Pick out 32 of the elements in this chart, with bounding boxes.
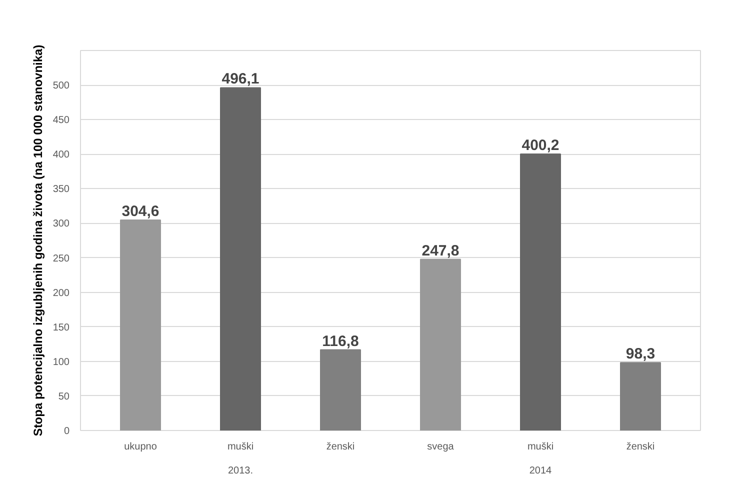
y-tick-label: 500: [52, 80, 70, 92]
data-label: 400,2: [522, 137, 560, 154]
x-tick-label: ukupno: [124, 442, 158, 452]
y-tick-label: 400: [52, 150, 70, 161]
bar: [620, 362, 661, 430]
bar: [320, 349, 361, 430]
bar: [520, 154, 561, 430]
x-tick-label: ženski: [626, 442, 655, 452]
data-label: 116,8: [322, 332, 359, 350]
y-tick-label: 350: [52, 184, 70, 196]
y-tick-label: 250: [52, 253, 70, 264]
data-label: 304,6: [122, 203, 160, 220]
x-tick-label: muški: [227, 442, 254, 452]
data-label: 98,3: [626, 346, 656, 363]
x-tick-label: muški: [527, 442, 554, 452]
y-tick-label: 150: [52, 322, 70, 334]
y-tick-label: 300: [52, 218, 70, 230]
data-label: 496,1: [222, 70, 260, 88]
y-tick-label: 50: [58, 391, 70, 402]
bar: [120, 220, 161, 430]
y-axis-title: Stopa potencijalno izgubljenih godina života (na 100 000 stanovnika): [30, 44, 45, 436]
text: 2014: [529, 466, 552, 476]
y-tick-label: 450: [52, 115, 70, 126]
bar: [420, 258, 461, 430]
y-tick-label: 0: [64, 426, 70, 437]
bar: [220, 87, 261, 430]
y-tick-label: 100: [52, 356, 70, 368]
data-label: 247,8: [422, 242, 460, 260]
text: 2013.: [228, 466, 254, 476]
y-tick-label: 200: [52, 288, 70, 299]
x-tick-label: ženski: [326, 442, 355, 452]
x-tick-label: svega: [427, 442, 454, 452]
